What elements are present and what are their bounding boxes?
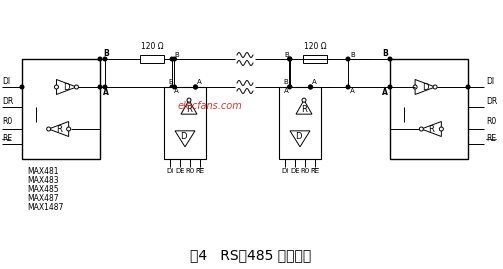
Text: B: B xyxy=(284,79,289,85)
Circle shape xyxy=(420,127,424,131)
Text: R: R xyxy=(429,125,434,133)
Text: R0: R0 xyxy=(300,168,310,174)
Text: MAX483: MAX483 xyxy=(27,176,59,185)
Text: A: A xyxy=(311,79,316,85)
Text: D: D xyxy=(180,132,186,141)
Text: D: D xyxy=(63,83,70,91)
Circle shape xyxy=(103,85,107,89)
Circle shape xyxy=(413,85,417,89)
Text: A: A xyxy=(174,88,179,94)
Circle shape xyxy=(54,85,58,89)
Circle shape xyxy=(288,85,291,89)
Text: MAX1487: MAX1487 xyxy=(27,203,63,212)
Bar xyxy=(140,55,164,63)
Circle shape xyxy=(346,85,350,89)
Text: DI: DI xyxy=(2,77,10,86)
Text: B: B xyxy=(169,79,174,85)
Circle shape xyxy=(388,85,392,89)
Text: B: B xyxy=(103,49,109,58)
Text: RE: RE xyxy=(2,134,12,143)
Text: MAX485: MAX485 xyxy=(27,185,59,194)
Circle shape xyxy=(47,127,51,131)
Circle shape xyxy=(170,57,174,61)
Text: A: A xyxy=(350,88,355,94)
Text: A: A xyxy=(103,88,109,97)
Bar xyxy=(279,87,321,159)
Circle shape xyxy=(74,85,78,89)
Text: RE: RE xyxy=(195,168,204,174)
Circle shape xyxy=(288,57,292,61)
Text: B: B xyxy=(174,52,179,58)
Text: RE: RE xyxy=(310,168,319,174)
Text: MAX487: MAX487 xyxy=(27,194,59,203)
Text: B: B xyxy=(382,49,388,58)
Text: D: D xyxy=(295,132,301,141)
Text: A: A xyxy=(197,79,201,85)
Circle shape xyxy=(194,85,197,89)
Circle shape xyxy=(67,127,70,131)
Text: R0: R0 xyxy=(186,168,195,174)
Text: DR: DR xyxy=(2,97,13,106)
Circle shape xyxy=(309,85,312,89)
Bar xyxy=(390,59,468,159)
Text: DR: DR xyxy=(486,97,497,106)
Text: R: R xyxy=(56,125,61,133)
Text: A: A xyxy=(382,88,388,97)
Text: R: R xyxy=(301,105,307,114)
Circle shape xyxy=(98,57,102,61)
Bar xyxy=(22,59,100,159)
Circle shape xyxy=(288,85,292,89)
Circle shape xyxy=(98,85,102,89)
Circle shape xyxy=(20,85,24,89)
Text: 图4   RS－485 多机通信: 图4 RS－485 多机通信 xyxy=(190,248,312,262)
Text: 120 Ω: 120 Ω xyxy=(304,42,326,51)
Text: RE: RE xyxy=(486,134,496,143)
Circle shape xyxy=(103,57,107,61)
Bar xyxy=(303,55,327,63)
Circle shape xyxy=(388,57,392,61)
Text: DE: DE xyxy=(290,168,300,174)
Text: B: B xyxy=(284,52,289,58)
Text: B: B xyxy=(350,52,355,58)
Circle shape xyxy=(194,85,197,89)
Text: DI: DI xyxy=(166,168,174,174)
Text: DI: DI xyxy=(486,77,494,86)
Text: D: D xyxy=(422,83,429,91)
Text: elecfans.com: elecfans.com xyxy=(178,101,242,111)
Text: 120 Ω: 120 Ω xyxy=(141,42,163,51)
Circle shape xyxy=(466,85,470,89)
Circle shape xyxy=(288,57,291,61)
Text: A: A xyxy=(284,88,289,94)
Text: R: R xyxy=(186,105,192,114)
Text: DI: DI xyxy=(282,168,289,174)
Circle shape xyxy=(173,85,176,89)
Text: MAX481: MAX481 xyxy=(27,167,58,176)
Circle shape xyxy=(173,57,176,61)
Text: R0: R0 xyxy=(486,117,496,126)
Circle shape xyxy=(309,85,312,89)
Circle shape xyxy=(433,85,437,89)
Circle shape xyxy=(439,127,443,131)
Circle shape xyxy=(170,85,174,89)
Text: R0: R0 xyxy=(2,117,12,126)
Circle shape xyxy=(187,98,191,102)
Circle shape xyxy=(346,57,350,61)
Bar xyxy=(164,87,206,159)
Text: DE: DE xyxy=(175,168,185,174)
Circle shape xyxy=(302,98,306,102)
